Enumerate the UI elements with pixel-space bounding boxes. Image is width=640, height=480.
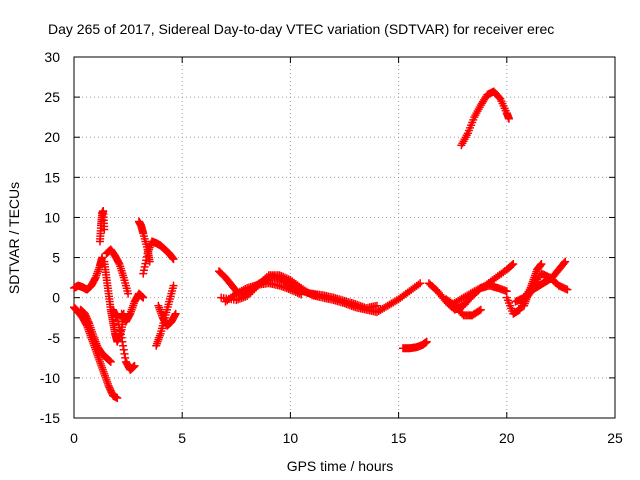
series-arc-8 xyxy=(117,289,148,326)
series-arc-24 xyxy=(520,259,546,310)
x-tick-label: 25 xyxy=(607,430,623,446)
data-point xyxy=(244,290,253,299)
y-tick-label: 10 xyxy=(44,209,60,225)
series-arc-6 xyxy=(102,245,133,298)
data-point xyxy=(124,289,133,298)
data-point xyxy=(232,289,241,298)
y-tick-label: 5 xyxy=(52,250,60,266)
y-tick-labels: -15 -10 -5 0 5 10 15 20 25 30 xyxy=(40,49,60,426)
data-point xyxy=(537,259,546,268)
data-point xyxy=(290,287,299,296)
data-point xyxy=(106,357,115,366)
y-axis-label: SDTVAR / TECUs xyxy=(6,182,22,294)
series-arc-7 xyxy=(108,305,139,374)
data-point xyxy=(416,279,425,288)
data-point xyxy=(277,272,286,281)
y-tick-label: 15 xyxy=(44,169,60,185)
data-point xyxy=(130,361,139,370)
data-point xyxy=(286,285,295,294)
x-tick-labels: 0 5 10 15 20 25 xyxy=(70,430,623,446)
data-point xyxy=(561,257,570,266)
axis-ticks xyxy=(73,56,616,419)
data-point xyxy=(472,286,481,295)
data-point xyxy=(239,285,248,294)
data-point xyxy=(477,283,486,292)
plot-frame xyxy=(73,56,616,419)
data-point xyxy=(171,309,180,318)
y-tick-label: 20 xyxy=(44,129,60,145)
series-arc-4 xyxy=(95,207,109,246)
data-point xyxy=(297,290,306,299)
series-arc-12 xyxy=(154,301,180,330)
y-tick-label: -15 xyxy=(40,410,60,426)
x-axis-label: GPS time / hours xyxy=(287,458,394,474)
data-point xyxy=(475,306,484,315)
series-arc-15 xyxy=(221,279,306,306)
grid-lines xyxy=(74,57,615,418)
x-tick-label: 0 xyxy=(70,430,78,446)
data-point xyxy=(414,280,423,289)
data-point xyxy=(169,255,178,264)
data-point xyxy=(295,289,304,298)
data-point xyxy=(235,287,244,296)
data-point xyxy=(475,284,484,293)
data-point xyxy=(473,285,482,294)
data-point xyxy=(100,225,109,234)
series-arc-17 xyxy=(398,337,431,353)
x-tick-label: 10 xyxy=(283,430,299,446)
x-tick-label: 15 xyxy=(391,430,407,446)
data-point xyxy=(504,114,513,123)
y-tick-label: 0 xyxy=(52,290,60,306)
y-tick-label: 25 xyxy=(44,89,60,105)
data-point xyxy=(279,272,288,281)
series-arc-10 xyxy=(139,237,178,278)
data-point xyxy=(280,273,289,282)
x-tick-label: 5 xyxy=(178,430,186,446)
data-point xyxy=(234,288,243,297)
data-points xyxy=(70,87,572,402)
data-point xyxy=(509,259,518,268)
series-arc-3 xyxy=(76,305,115,366)
data-point xyxy=(139,293,148,302)
series-arc-19 xyxy=(442,295,485,320)
data-point xyxy=(470,287,479,296)
series-arc-21 xyxy=(457,87,513,150)
data-point xyxy=(291,288,300,297)
series-arc-16 xyxy=(308,289,381,313)
y-tick-label: -5 xyxy=(48,330,61,346)
data-point xyxy=(241,284,250,293)
data-point xyxy=(422,337,431,346)
y-tick-label: 30 xyxy=(44,49,60,65)
data-point xyxy=(243,292,252,301)
data-point xyxy=(293,288,302,297)
data-point xyxy=(560,258,569,267)
data-point xyxy=(508,260,517,269)
data-point xyxy=(237,286,246,295)
y-tick-label: -10 xyxy=(40,370,60,386)
chart-title: Day 265 of 2017, Sidereal Day-to-day VTE… xyxy=(48,21,554,37)
data-point xyxy=(275,271,284,280)
data-point xyxy=(563,285,572,294)
data-point xyxy=(476,305,485,314)
data-point xyxy=(169,281,178,290)
data-point xyxy=(282,274,291,283)
data-point xyxy=(145,257,154,266)
series-arc-1 xyxy=(70,253,107,294)
data-point xyxy=(113,393,122,402)
data-point xyxy=(288,286,297,295)
x-tick-label: 20 xyxy=(499,430,515,446)
data-point xyxy=(372,301,381,310)
series-arc-20 xyxy=(448,259,518,309)
data-point xyxy=(98,253,107,262)
